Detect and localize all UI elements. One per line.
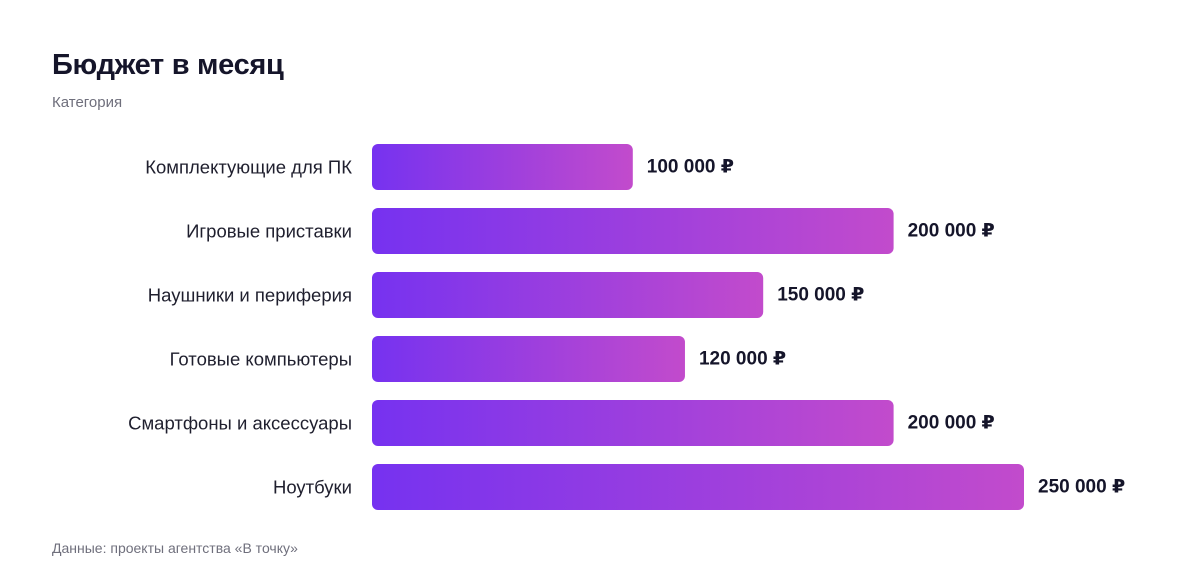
value-label: 250 000 ₽ <box>1038 477 1125 498</box>
bar <box>372 464 1024 510</box>
bar <box>372 400 894 446</box>
chart-subtitle: Категория <box>52 94 123 111</box>
bars-group: Комплектующие для ПК 100 000 ₽ Игровые при… <box>128 144 1125 510</box>
category-label: Смартфоны и аксессуары <box>128 413 352 434</box>
bar <box>372 272 764 318</box>
category-label: Наушники и периферия <box>148 285 352 306</box>
bar <box>372 336 685 382</box>
bar <box>372 144 633 190</box>
category-label: Готовые компьютеры <box>170 349 352 370</box>
data-source-note: Данные: проекты агентства «В точку» <box>52 540 298 556</box>
value-label: 200 000 ₽ <box>908 413 995 434</box>
value-label: 150 000 ₽ <box>777 285 864 306</box>
value-label: 120 000 ₽ <box>699 349 786 370</box>
bar <box>372 208 894 254</box>
category-label: Ноутбуки <box>273 477 352 498</box>
category-label: Игровые приставки <box>186 221 352 242</box>
category-label: Комплектующие для ПК <box>145 157 352 178</box>
value-label: 200 000 ₽ <box>908 221 995 242</box>
chart-title: Бюджет в месяц <box>52 49 284 81</box>
value-label: 100 000 ₽ <box>647 157 734 178</box>
